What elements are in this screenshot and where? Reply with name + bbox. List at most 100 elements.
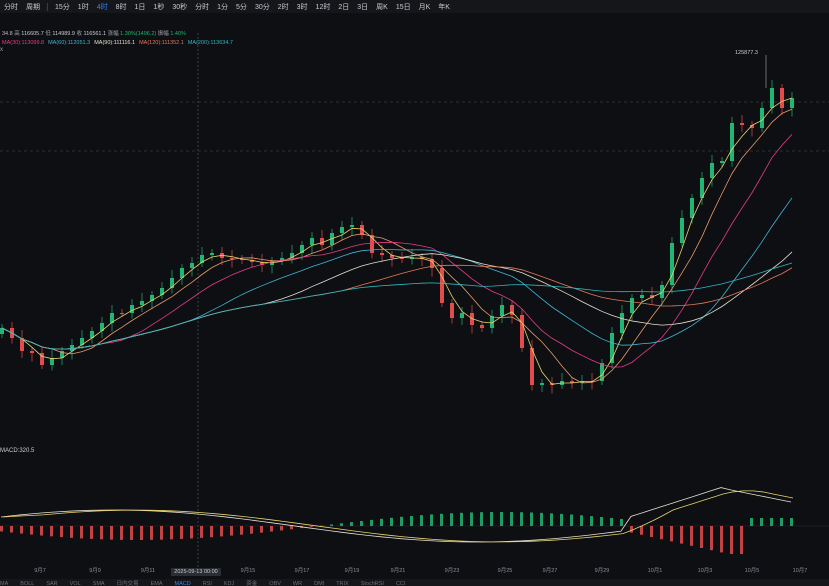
timeframe-6[interactable]: 1日 bbox=[134, 3, 146, 11]
timeframe-20[interactable]: 月K bbox=[418, 3, 431, 11]
macd-bar bbox=[250, 526, 253, 534]
indicator-tab[interactable]: RSI bbox=[202, 581, 212, 586]
timeframe-16[interactable]: 2日 bbox=[338, 3, 350, 11]
candle-body bbox=[480, 325, 484, 328]
macd-bar bbox=[750, 518, 753, 526]
x-axis-label: 10月5 bbox=[745, 567, 760, 574]
macd-bar bbox=[160, 526, 163, 540]
macd-bar bbox=[550, 513, 553, 526]
crosshair-date-label: 2025-09-13 00:00 bbox=[171, 568, 221, 576]
indicator-tab[interactable]: SAR bbox=[46, 581, 58, 586]
macd-bar bbox=[270, 526, 273, 532]
price-chart[interactable]: 9月7 9月9 9月11 9月15 9月17 9月19 9月21 9月23 9月25 9月27 9月… bbox=[0, 13, 829, 586]
timeframe-11[interactable]: 5分 bbox=[236, 3, 247, 11]
macd-bar bbox=[50, 526, 53, 537]
macd-bar bbox=[520, 512, 523, 526]
timeframe-7[interactable]: 1秒 bbox=[153, 3, 165, 11]
timeframe-10[interactable]: 1分 bbox=[217, 3, 229, 11]
candle-body bbox=[370, 235, 374, 253]
candle-body bbox=[680, 218, 684, 243]
indicator-tab[interactable]: 日内交易 bbox=[116, 581, 139, 586]
indicator-tab[interactable]: 资金 bbox=[246, 581, 258, 586]
indicator-tab[interactable]: StochRSI bbox=[360, 581, 384, 586]
indicator-tab[interactable]: KDJ bbox=[223, 581, 235, 586]
candle-body bbox=[520, 315, 524, 348]
indicator-tab[interactable]: EMA bbox=[150, 581, 163, 586]
macd-bar bbox=[40, 526, 43, 536]
candle-body bbox=[70, 345, 74, 351]
timeframe-18[interactable]: 周K bbox=[376, 3, 388, 11]
timeframe-2[interactable]: 15分 bbox=[55, 3, 70, 11]
candle-body bbox=[660, 285, 664, 298]
candle-body bbox=[490, 316, 494, 328]
macd-bar bbox=[110, 526, 113, 540]
timeframe-12[interactable]: 30分 bbox=[254, 3, 270, 11]
candle-body bbox=[400, 258, 404, 259]
indicator-tab[interactable]: TRIX bbox=[336, 581, 349, 586]
timeframe-9[interactable]: 分时 bbox=[195, 3, 210, 11]
macd-bar bbox=[170, 526, 173, 540]
macd-bar bbox=[590, 516, 593, 526]
candle-body bbox=[130, 305, 134, 313]
indicator-tab[interactable]: BOLL bbox=[20, 581, 35, 586]
timeframe-5[interactable]: 8时 bbox=[115, 3, 127, 11]
timeframe-14[interactable]: 3时 bbox=[296, 3, 308, 11]
timeframe-3[interactable]: 1时 bbox=[77, 3, 89, 11]
candle-body bbox=[710, 163, 714, 178]
macd-bar bbox=[100, 526, 103, 540]
indicator-tab[interactable]: MA bbox=[0, 581, 9, 586]
macd-bar bbox=[210, 526, 213, 538]
timeframe-1[interactable]: 周期 bbox=[26, 3, 40, 11]
ma-legend-item: MA(90):111116.1 bbox=[94, 40, 136, 46]
indicator-tab[interactable]: MACD bbox=[174, 581, 191, 586]
amp-label: 振幅 bbox=[157, 31, 169, 37]
x-axis-label: 9月19 bbox=[345, 567, 360, 574]
candle-body bbox=[750, 125, 754, 128]
low-label: 低 bbox=[45, 31, 51, 37]
macd-bar bbox=[30, 526, 33, 535]
candle-body bbox=[440, 268, 444, 303]
candle-body bbox=[190, 263, 194, 268]
ohlc-info: 34.8 高 116605.7 低 114989.9 收 116561.1 涨幅… bbox=[2, 29, 186, 37]
indicator-tab[interactable]: CCI bbox=[395, 581, 406, 586]
ma-legend-item: MA(120):111352.1 bbox=[139, 40, 184, 46]
macd-bar bbox=[670, 526, 673, 542]
timeframe-8[interactable]: 30秒 bbox=[172, 3, 188, 11]
candle-body bbox=[240, 259, 244, 260]
x-axis-label: 9月29 bbox=[595, 567, 610, 574]
timeframe-13[interactable]: 2时 bbox=[277, 3, 289, 11]
timeframe-0[interactable]: 分时 bbox=[4, 3, 18, 11]
indicator-tab[interactable]: DMI bbox=[314, 581, 325, 586]
macd-bar bbox=[630, 526, 633, 533]
candle-body bbox=[730, 123, 734, 161]
timeframe-17[interactable]: 3日 bbox=[357, 3, 369, 11]
macd-bar bbox=[780, 518, 783, 526]
macd-bar bbox=[120, 526, 123, 540]
close-value: 116561.1 bbox=[83, 31, 107, 37]
indicator-tab[interactable]: VOL bbox=[69, 581, 81, 586]
macd-bar bbox=[10, 526, 13, 533]
macd-bar bbox=[650, 526, 653, 537]
indicator-tab[interactable]: OBV bbox=[269, 581, 281, 586]
timeframe-toolbar: 分时 周期 15分 1时 4时 8时 1日 1秒 30秒 分时 1分 5分 30分 2时 3时 12时 2日 3日… bbox=[0, 0, 829, 13]
timeframe-21[interactable]: 年K bbox=[438, 3, 450, 11]
candle-body bbox=[630, 298, 634, 313]
candle-body bbox=[0, 328, 4, 334]
macd-bar bbox=[760, 518, 763, 526]
indicator-tab[interactable]: WR bbox=[292, 581, 303, 586]
macd-bar bbox=[490, 512, 493, 526]
candle-body bbox=[770, 88, 774, 108]
candle-body bbox=[790, 98, 794, 108]
x-axis-label: 9月9 bbox=[89, 567, 101, 574]
macd-bar bbox=[130, 526, 133, 540]
candle-body bbox=[760, 108, 764, 128]
timeframe-15[interactable]: 12时 bbox=[315, 3, 331, 11]
candle-body bbox=[260, 262, 264, 265]
candle-body bbox=[230, 258, 234, 259]
macd-bar bbox=[500, 512, 503, 526]
timeframe-19[interactable]: 15日 bbox=[395, 3, 411, 11]
timeframe-4[interactable]: 4时 bbox=[96, 3, 108, 11]
vol-label: x bbox=[0, 47, 3, 53]
indicator-tab[interactable]: SMA bbox=[92, 581, 105, 586]
macd-bar bbox=[560, 513, 563, 526]
